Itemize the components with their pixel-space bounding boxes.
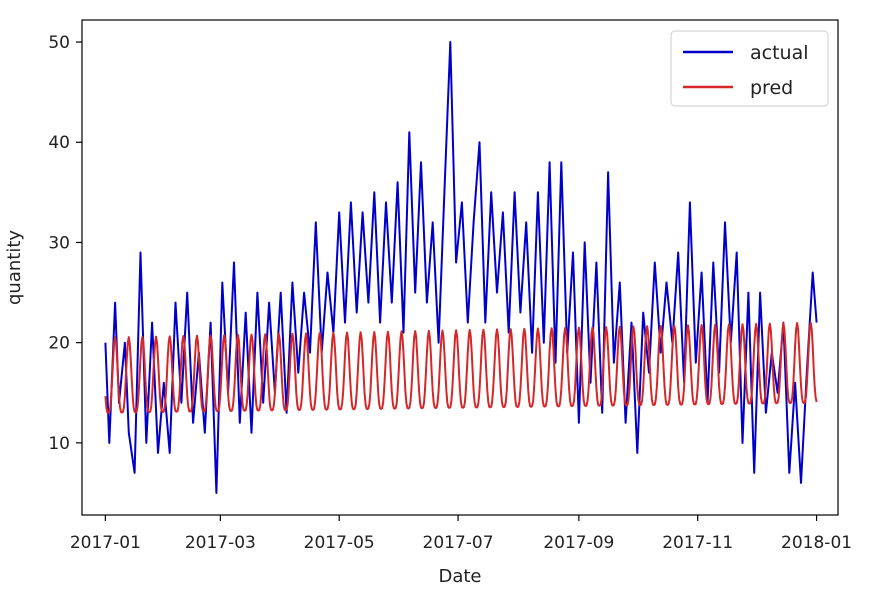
x-tick-label: 2017-03 bbox=[185, 533, 256, 553]
y-axis-label: quantity bbox=[4, 230, 25, 305]
legend-label-actual: actual bbox=[750, 42, 809, 64]
x-tick-label: 2017-07 bbox=[423, 533, 494, 553]
series-line-actual bbox=[104, 41, 818, 494]
y-tick-label: 10 bbox=[48, 434, 70, 454]
y-tick-label: 40 bbox=[48, 133, 70, 153]
y-tick-label: 50 bbox=[48, 33, 70, 53]
plot-frame bbox=[81, 19, 839, 516]
x-axis-label: Date bbox=[438, 566, 481, 587]
x-tick-label: 2017-01 bbox=[70, 533, 141, 553]
x-tick-label: 2018-01 bbox=[781, 533, 852, 553]
x-tick-label: 2017-09 bbox=[543, 533, 614, 553]
x-axis: 2017-01 2017-03 2017-05 2017-07 2017-09 2017-… bbox=[70, 515, 852, 553]
legend-label-pred: pred bbox=[750, 77, 793, 99]
series-line-pred bbox=[104, 321, 818, 414]
legend: actual pred bbox=[670, 30, 829, 107]
y-tick-label: 30 bbox=[48, 233, 70, 253]
plot-area bbox=[104, 41, 818, 494]
x-tick-label: 2017-05 bbox=[304, 533, 375, 553]
x-tick-label: 2017-11 bbox=[662, 533, 733, 553]
y-axis: 10 20 30 40 50 bbox=[48, 33, 82, 454]
y-tick-label: 20 bbox=[48, 334, 70, 354]
